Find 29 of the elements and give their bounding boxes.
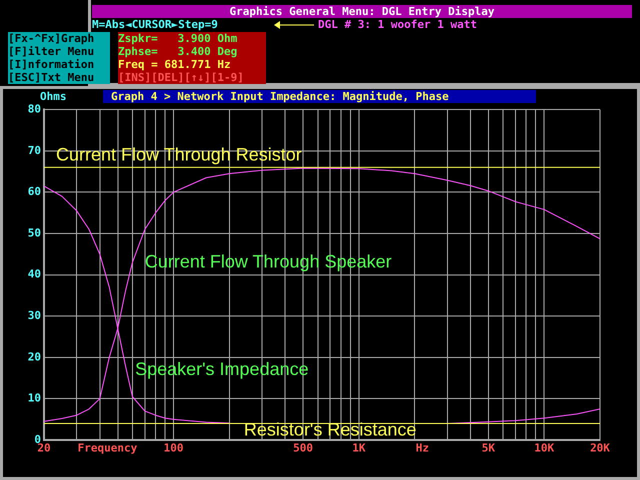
text: [INS][DEL][↑↓][1-9] (118, 71, 266, 84)
x-tick-label: 20K (590, 441, 610, 454)
y-tick-label: 50 (28, 226, 41, 240)
x-tick-label: 500 (293, 441, 314, 454)
text: [I]nformation (8, 58, 110, 71)
y-axis-title: Ohms (40, 90, 66, 103)
y-tick-label: 70 (28, 144, 41, 157)
text: Zspkr= 3.900 Ohm (118, 32, 266, 45)
x-tick-label: 1K (352, 441, 366, 454)
text: Freq = 681.771 Hz (118, 58, 266, 71)
y-tick-label: 80 (28, 102, 41, 116)
x-axis-title: Frequency (78, 441, 138, 454)
y-tick-label: 20 (28, 350, 41, 364)
y-tick-label: 40 (28, 268, 41, 281)
y-tick-label: 30 (28, 308, 41, 322)
y-tick-label: 60 (28, 185, 41, 198)
text: [ESC]Txt Menu (8, 71, 110, 84)
x-tick-label: 10K (534, 441, 555, 454)
chart-title: Graph 4 > Network Input Impedance: Magnitude, Phase (103, 90, 536, 103)
text: Zphse= 3.400 Deg (118, 45, 266, 58)
text: Hz (416, 441, 429, 454)
y-tick-label: 10 (28, 392, 41, 405)
text: M=Abs◄CURSOR►Step=9 (92, 18, 218, 31)
x-tick-label: 5K (482, 441, 496, 454)
text: Graphics General Menu: DGL Entry Display (92, 5, 632, 18)
text: DGL # 3: 1 woofer 1 watt (318, 18, 477, 31)
x-tick-label: 100 (164, 441, 184, 454)
text: [Fx-^Fx]Graph (8, 32, 110, 45)
text: [F]ilter Menu (8, 45, 110, 58)
